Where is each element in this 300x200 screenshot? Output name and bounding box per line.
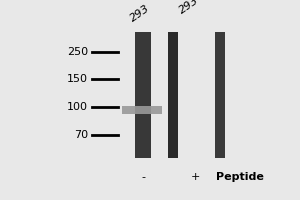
Bar	[168, 32, 178, 158]
Text: 250: 250	[67, 47, 88, 57]
Text: 293: 293	[128, 4, 152, 24]
Bar	[122, 106, 162, 114]
Text: 100: 100	[67, 102, 88, 112]
Text: Peptide: Peptide	[216, 172, 264, 182]
Bar	[135, 32, 151, 158]
Bar	[215, 32, 225, 158]
Text: -: -	[141, 172, 145, 182]
Text: 150: 150	[67, 74, 88, 84]
Text: 293: 293	[178, 0, 201, 16]
Text: 70: 70	[74, 130, 88, 140]
Text: +: +	[190, 172, 200, 182]
